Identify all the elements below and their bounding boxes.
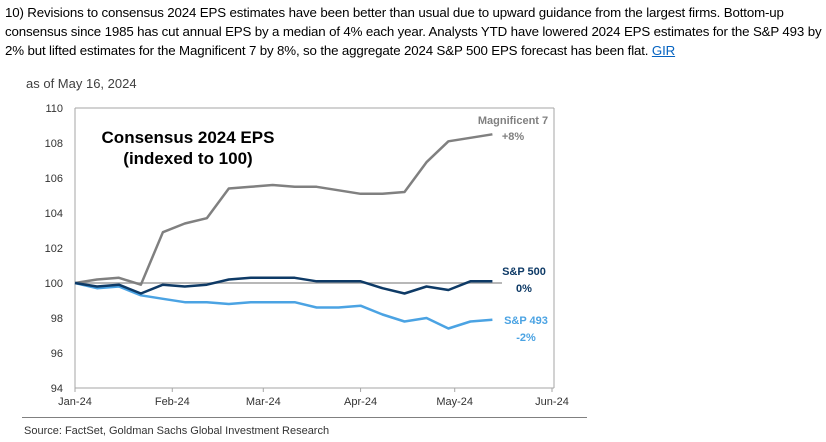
series-label-s-p-500: S&P 500 <box>502 266 546 278</box>
y-tick-label: 104 <box>45 208 63 220</box>
as-of-date: as of May 16, 2024 <box>26 76 137 91</box>
x-tick-label: Feb-24 <box>155 396 190 408</box>
x-tick-label: Mar-24 <box>246 396 281 408</box>
source-divider <box>22 417 587 418</box>
commentary-text: 10) Revisions to consensus 2024 EPS esti… <box>5 5 822 58</box>
y-tick-label: 106 <box>45 173 63 185</box>
series-change-magnificent-7: +8% <box>502 131 525 143</box>
y-tick-label: 108 <box>45 138 63 150</box>
y-tick-label: 96 <box>51 348 63 360</box>
y-tick-label: 110 <box>45 103 63 115</box>
y-tick-label: 94 <box>51 383 63 395</box>
series-line-magnificent-7 <box>74 133 493 286</box>
y-tick-label: 102 <box>45 243 63 255</box>
series-line-s-p-500 <box>74 276 493 295</box>
series-label-magnificent-7: Magnificent 7 <box>478 115 548 127</box>
y-tick-label: 100 <box>45 278 63 290</box>
commentary-paragraph: 10) Revisions to consensus 2024 EPS esti… <box>5 3 823 60</box>
gir-link[interactable]: GIR <box>651 43 676 58</box>
x-tick-label: May-24 <box>436 396 473 408</box>
x-tick-label: Jun-24 <box>535 396 569 408</box>
x-tick-label: Jan-24 <box>58 396 92 408</box>
series-change-s-p-493: -2% <box>516 332 536 344</box>
series-label-s-p-493: S&P 493 <box>504 315 548 327</box>
series-change-s-p-500: 0% <box>516 283 532 295</box>
y-tick-label: 98 <box>51 313 63 325</box>
x-tick-label: Apr-24 <box>344 396 377 408</box>
series-line-s-p-493 <box>74 281 493 330</box>
chart-subtitle: (indexed to 100) <box>123 149 252 168</box>
chart-title: Consensus 2024 EPS <box>102 128 275 147</box>
source-note: Source: FactSet, Goldman Sachs Global In… <box>24 425 330 437</box>
